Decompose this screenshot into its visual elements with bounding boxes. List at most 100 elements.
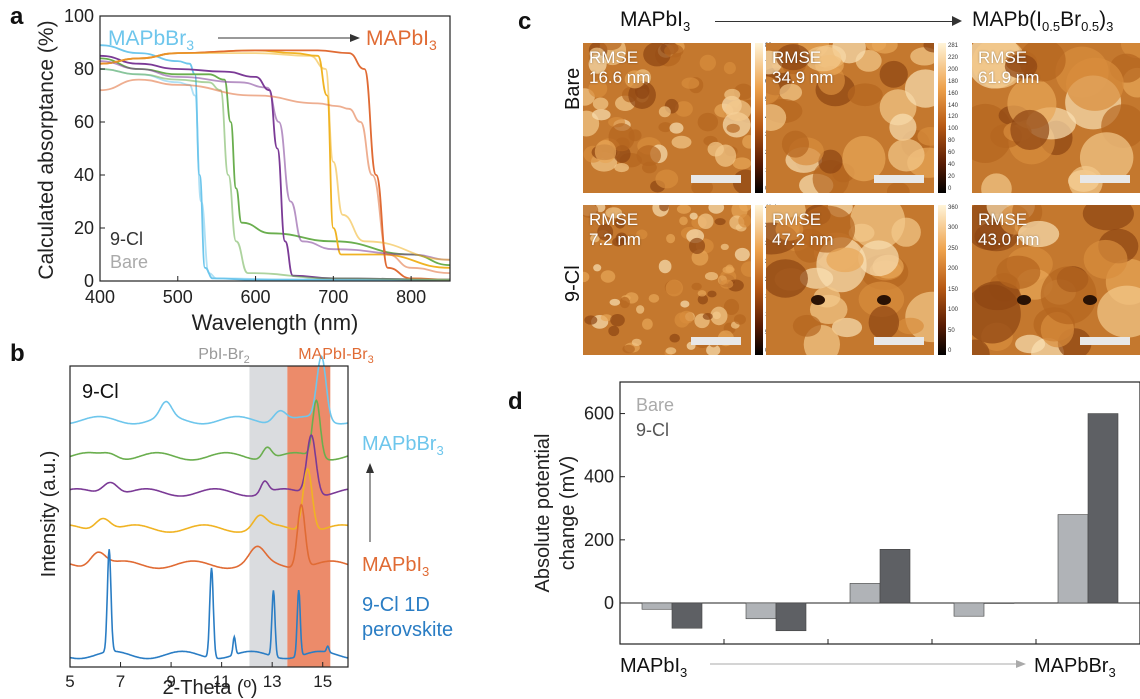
afm-colorbar-tick-4-4: 150 bbox=[948, 286, 959, 293]
afm-rmse-value-2: 61.9 nm bbox=[978, 68, 1040, 87]
afm-rmse-value-1: 34.9 nm bbox=[772, 68, 834, 87]
legend-9cl: 9-Cl bbox=[110, 229, 143, 249]
xrd-label-mapbbr3: MAPbBr3 bbox=[362, 433, 444, 458]
absorptance-axes: 400 500 600 700 800 0 20 40 60 80 100 bbox=[64, 6, 426, 307]
bar-9cl-4 bbox=[1087, 413, 1119, 604]
absorptance-series-group bbox=[99, 44, 451, 281]
xrd-band-0 bbox=[249, 366, 288, 667]
potential-bars bbox=[620, 413, 1140, 632]
afm-texture-4 bbox=[766, 205, 934, 355]
absorptance-ytick-label-0: 0 bbox=[84, 271, 94, 291]
bar-bare-4 bbox=[1057, 514, 1089, 604]
afm-colorbar-tick-1-1: 220 bbox=[948, 54, 959, 61]
potential-bar-chart: 0 200 400 600 Absolute potential change (mV… bbox=[532, 381, 1140, 680]
afm-colorbar-tick-1-11: 20 bbox=[948, 173, 955, 180]
absorptance-plot-frame bbox=[99, 15, 451, 282]
afm-colorbar-tick-1-0: 281 bbox=[948, 43, 959, 49]
afm-panel: MAPbI3 MAPb(I0.5Br0.5)3 Bare 9-Cl RMSE 16… bbox=[560, 0, 1140, 370]
afm-colorbar-tick-1-10: 40 bbox=[948, 162, 955, 169]
legend-bare: Bare bbox=[110, 252, 148, 272]
afm-colorbar-3 bbox=[755, 205, 763, 355]
absorptance-line-4 bbox=[99, 49, 451, 281]
afm-colorbar-tick-1-8: 80 bbox=[948, 138, 955, 145]
absorptance-line-8 bbox=[99, 52, 451, 261]
afm-image-5: RMSE 43.0 nm bbox=[972, 205, 1140, 355]
afm-texture-3 bbox=[583, 205, 751, 355]
afm-texture-0 bbox=[583, 43, 751, 193]
absorptance-xtick-label-0: 400 bbox=[85, 287, 115, 307]
bar-9cl-0 bbox=[671, 602, 703, 629]
band-label-pbibr2: PbI-Br2 bbox=[198, 346, 249, 366]
afm-scale-bar-5 bbox=[1080, 337, 1130, 345]
afm-scale-bar-2 bbox=[1080, 175, 1130, 183]
afm-scale-bar-0 bbox=[691, 175, 741, 183]
potential-ytick-label-3: 600 bbox=[584, 404, 614, 424]
afm-rmse-label-3: RMSE 7.2 nm bbox=[589, 210, 641, 250]
potential-x-arrowhead bbox=[1016, 660, 1026, 668]
panel-label-d: d bbox=[508, 388, 523, 415]
afm-image-1: RMSE 34.9 nm bbox=[766, 43, 934, 193]
xrd-axes: 5 7 9 11 13 15 bbox=[65, 662, 332, 691]
xrd-xtick-label-0: 5 bbox=[65, 672, 74, 691]
bar-9cl-3 bbox=[983, 602, 1015, 604]
afm-colorbar-ticks-4: 360 300 250 200 150 100 50 0 bbox=[948, 205, 958, 355]
xrd-band-1 bbox=[287, 366, 331, 667]
xrd-pattern-5 bbox=[69, 549, 349, 660]
bar-9cl-2 bbox=[879, 549, 911, 604]
afm-rmse-title-3: RMSE bbox=[589, 210, 639, 229]
panel-label-c: c bbox=[518, 8, 532, 35]
xrd-ylabel: Intensity (a.u.) bbox=[38, 451, 60, 578]
potential-x-left: MAPbI3 bbox=[620, 655, 687, 680]
absorptance-line-7 bbox=[99, 60, 451, 261]
xrd-vertical-arrowhead bbox=[366, 463, 374, 473]
afm-header-right: MAPb(I0.5Br0.5)3 bbox=[972, 8, 1114, 35]
potential-axes: 0 200 400 600 bbox=[584, 404, 1037, 644]
band-label-mapbibr3: MAPbI-Br3 bbox=[298, 346, 373, 366]
potential-ytick-label-1: 200 bbox=[584, 530, 614, 550]
afm-image-2: RMSE 61.9 nm bbox=[972, 43, 1140, 193]
afm-rmse-label-0: RMSE 16.6 nm bbox=[589, 48, 650, 88]
afm-scale-bar-4 bbox=[874, 337, 924, 345]
afm-image-3: RMSE 7.2 nm bbox=[583, 205, 751, 355]
potential-ylabel-line2: change (mV) bbox=[557, 456, 579, 571]
afm-colorbar-tick-1-6: 120 bbox=[948, 114, 959, 121]
afm-colorbar-tick-4-0: 360 bbox=[948, 205, 959, 211]
afm-colorbar-1 bbox=[938, 43, 946, 193]
xrd-xtick-label-5: 15 bbox=[313, 672, 332, 691]
xrd-xtick-label-3: 11 bbox=[213, 672, 231, 691]
absorptance-ytick-label-2: 40 bbox=[74, 165, 94, 185]
bar-bare-1 bbox=[745, 602, 777, 620]
potential-x-right: MAPbBr3 bbox=[1034, 655, 1116, 680]
xrd-label-1d-line2: perovskite bbox=[362, 619, 453, 641]
afm-colorbar-tick-1-2: 200 bbox=[948, 66, 959, 73]
afm-header-left: MAPbI3 bbox=[620, 8, 691, 35]
potential-ytick-label-0: 0 bbox=[604, 593, 614, 613]
absorptance-ytick-label-4: 80 bbox=[74, 59, 94, 79]
afm-texture-5 bbox=[972, 205, 1140, 355]
absorptance-xtick-label-2: 600 bbox=[241, 287, 271, 307]
potential-ytick-label-2: 400 bbox=[584, 467, 614, 487]
afm-colorbar-tick-1-3: 180 bbox=[948, 78, 959, 85]
absorptance-line-6 bbox=[99, 68, 451, 281]
panel-label-a: a bbox=[10, 3, 24, 30]
afm-rmse-label-2: RMSE 61.9 nm bbox=[978, 48, 1039, 88]
afm-colorbar-tick-4-5: 100 bbox=[948, 307, 959, 314]
xrd-xtick-label-2: 9 bbox=[166, 672, 175, 691]
potential-ylabel-line1: Absolute potential bbox=[532, 433, 554, 592]
xrd-chart: 5 7 9 11 13 15 9-Cl PbI-Br2 MAPbI-Br3 2-Theta… bbox=[38, 346, 453, 699]
afm-header-arrow bbox=[715, 21, 955, 22]
absorptance-line-1 bbox=[99, 57, 451, 266]
xrd-inset-label: 9-Cl bbox=[82, 381, 119, 403]
afm-image-0: RMSE 16.6 nm bbox=[583, 43, 751, 193]
xrd-bands bbox=[249, 366, 331, 667]
afm-rmse-title-1: RMSE bbox=[772, 48, 822, 67]
xrd-pattern-1 bbox=[69, 399, 349, 461]
annotation-arrowhead bbox=[350, 34, 360, 42]
afm-rmse-value-3: 7.2 nm bbox=[589, 230, 641, 249]
afm-colorbar-tick-4-2: 250 bbox=[948, 245, 959, 252]
afm-colorbar-tick-4-6: 50 bbox=[948, 327, 955, 334]
afm-colorbar-4 bbox=[938, 205, 946, 355]
absorptance-ytick-label-5: 100 bbox=[64, 6, 94, 26]
absorptance-ylabel: Calculated absorptance (%) bbox=[35, 20, 58, 279]
annotation-mapbbr3: MAPbBr3 bbox=[108, 27, 194, 53]
